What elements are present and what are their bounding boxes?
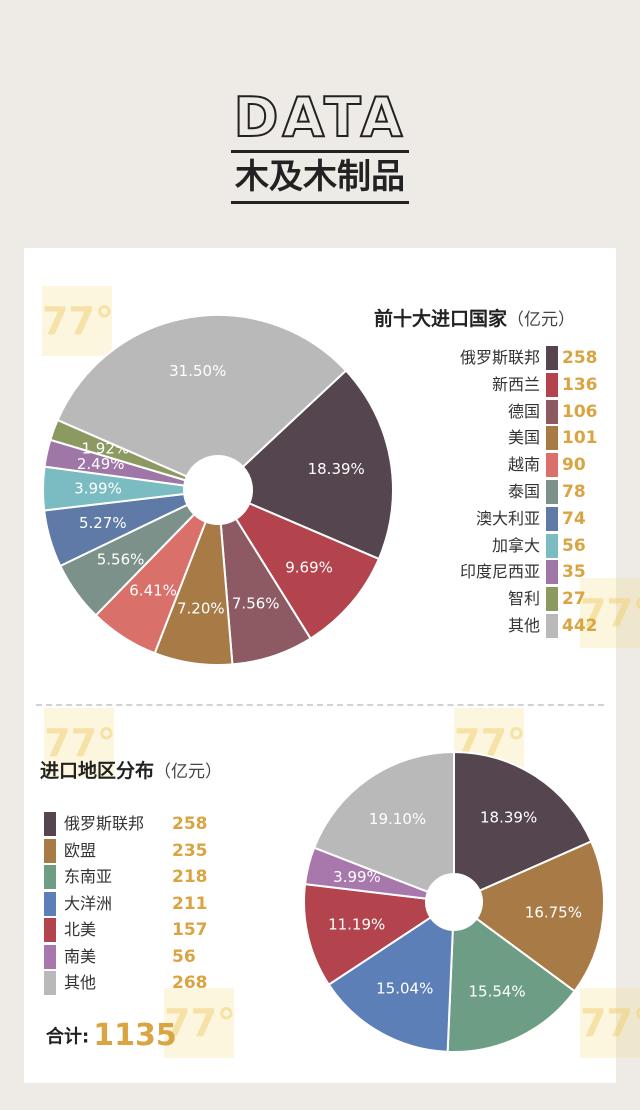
watermark: 77°	[44, 708, 116, 778]
chart1-legend-item: 其他 442	[24, 614, 598, 638]
chart1-legend-swatch	[546, 533, 558, 558]
chart2-legend-swatch	[44, 971, 56, 995]
total-label: 合计:	[46, 1026, 90, 1048]
chart2-legend-value: 157	[172, 920, 208, 940]
chart2-legend-label: 其他	[64, 973, 97, 992]
chart1-legend-label: 澳大利亚	[475, 508, 540, 528]
chart2-legend-value: 268	[172, 973, 208, 993]
chart1-legend-swatch	[546, 372, 558, 397]
chart1-legend-label: 越南	[507, 455, 540, 475]
watermark: 77°	[580, 578, 640, 648]
chart1-legend-swatch	[546, 480, 558, 504]
chart2-legend-swatch	[44, 812, 56, 836]
chart1-legend-value: 27	[562, 589, 586, 610]
chart1-legend-item: 美国 101	[24, 426, 598, 451]
chart1-legend-item: 越南 90	[24, 453, 586, 478]
chart1-legend-item: 德国 106	[24, 399, 598, 424]
chart1-legend-swatch	[546, 453, 558, 478]
chart1-legend-value: 56	[562, 535, 586, 556]
chart1-legend-swatch	[546, 506, 558, 531]
chart1-legend-swatch	[546, 426, 558, 451]
chart2-legend-label: 俄罗斯联邦	[64, 814, 145, 833]
chart2-legend-swatch	[44, 865, 56, 889]
header: DATA 木及木制品	[0, 86, 640, 204]
chart1-legend-swatch	[546, 560, 558, 585]
chart1-legend-value: 106	[562, 401, 598, 422]
chart1-legend-item: 新西兰 136	[24, 372, 598, 397]
page-title: 木及木制品	[231, 150, 409, 204]
chart1-legend-value: 35	[562, 562, 586, 583]
chart1-legend-item: 加拿大 56	[24, 533, 586, 558]
chart2-legend-label: 欧盟	[64, 840, 97, 860]
chart2-title-text: 进口地区分布	[40, 760, 155, 782]
watermark: 77°	[164, 988, 236, 1058]
chart1-unit: （亿元）	[507, 310, 576, 330]
chart1-legend-label: 美国	[507, 428, 540, 448]
chart1-legend-value: 101	[562, 428, 598, 449]
chart2-legend-value: 235	[172, 840, 208, 861]
chart2-legend-swatch	[44, 918, 56, 942]
chart2-legend-value: 211	[172, 893, 208, 914]
chart1-legend-label: 泰国	[507, 482, 540, 501]
section-divider	[36, 704, 604, 706]
total-value: 1135	[93, 1018, 177, 1053]
chart2-legend-swatch	[44, 944, 56, 969]
chart1-legend-label: 俄罗斯联邦	[459, 348, 540, 367]
chart1-legend-value: 258	[562, 348, 598, 368]
data-title: DATA	[233, 86, 407, 149]
chart1-legend-label: 智利	[507, 589, 540, 609]
chart1-legend-label: 印度尼西亚	[459, 562, 540, 582]
chart1-legend-swatch	[546, 614, 558, 638]
chart1-legend-value: 74	[562, 508, 586, 529]
chart2-legend-swatch	[44, 891, 56, 916]
total: 合计: 1135	[46, 1018, 177, 1053]
chart1-legend-item: 俄罗斯联邦 258	[24, 346, 598, 370]
chart1-legend-value: 90	[562, 455, 586, 476]
watermark: 77°	[454, 708, 526, 778]
watermark: 77°	[580, 988, 640, 1058]
chart1-legend-swatch	[546, 346, 558, 370]
chart2-legend-swatch	[44, 838, 56, 863]
chart1-legend-swatch	[546, 587, 558, 612]
chart2-legend-label: 大洋洲	[64, 893, 113, 913]
chart1-legend-item: 智利 27	[24, 587, 586, 612]
chart1-legend-value: 136	[562, 374, 598, 395]
chart-card: 77° 77° 77° 77° 77° 77° 前十大进口国家（亿元） 俄罗斯联…	[24, 248, 640, 1083]
chart1-legend-value: 78	[562, 482, 586, 502]
chart1-legend-item: 泰国 78	[24, 480, 586, 504]
chart2-unit: （亿元）	[154, 762, 223, 782]
chart2-title: 进口地区分布（亿元）	[40, 756, 222, 783]
chart1-legend-value: 442	[562, 616, 598, 636]
chart1-legend-swatch	[546, 399, 558, 424]
chart1-legend-label: 德国	[507, 401, 540, 421]
chart1-title: 前十大进口国家（亿元）	[374, 304, 575, 331]
chart2-legend-value: 258	[172, 814, 208, 834]
chart1-legend-label: 新西兰	[491, 374, 540, 394]
chart1-legend-item: 印度尼西亚 35	[24, 560, 586, 585]
chart2-legend-label: 东南亚	[64, 867, 113, 886]
chart1-legend-label: 其他	[507, 616, 540, 635]
chart2-legend-label: 北美	[64, 920, 97, 939]
chart1-legend-label: 加拿大	[491, 535, 540, 555]
chart2-legend-label: 南美	[64, 946, 97, 966]
chart1-legend-item: 澳大利亚 74	[24, 506, 586, 531]
chart2-legend-value: 56	[172, 946, 196, 967]
chart2-legend-value: 218	[172, 867, 208, 887]
chart1-title-text: 前十大进口国家	[374, 308, 508, 330]
